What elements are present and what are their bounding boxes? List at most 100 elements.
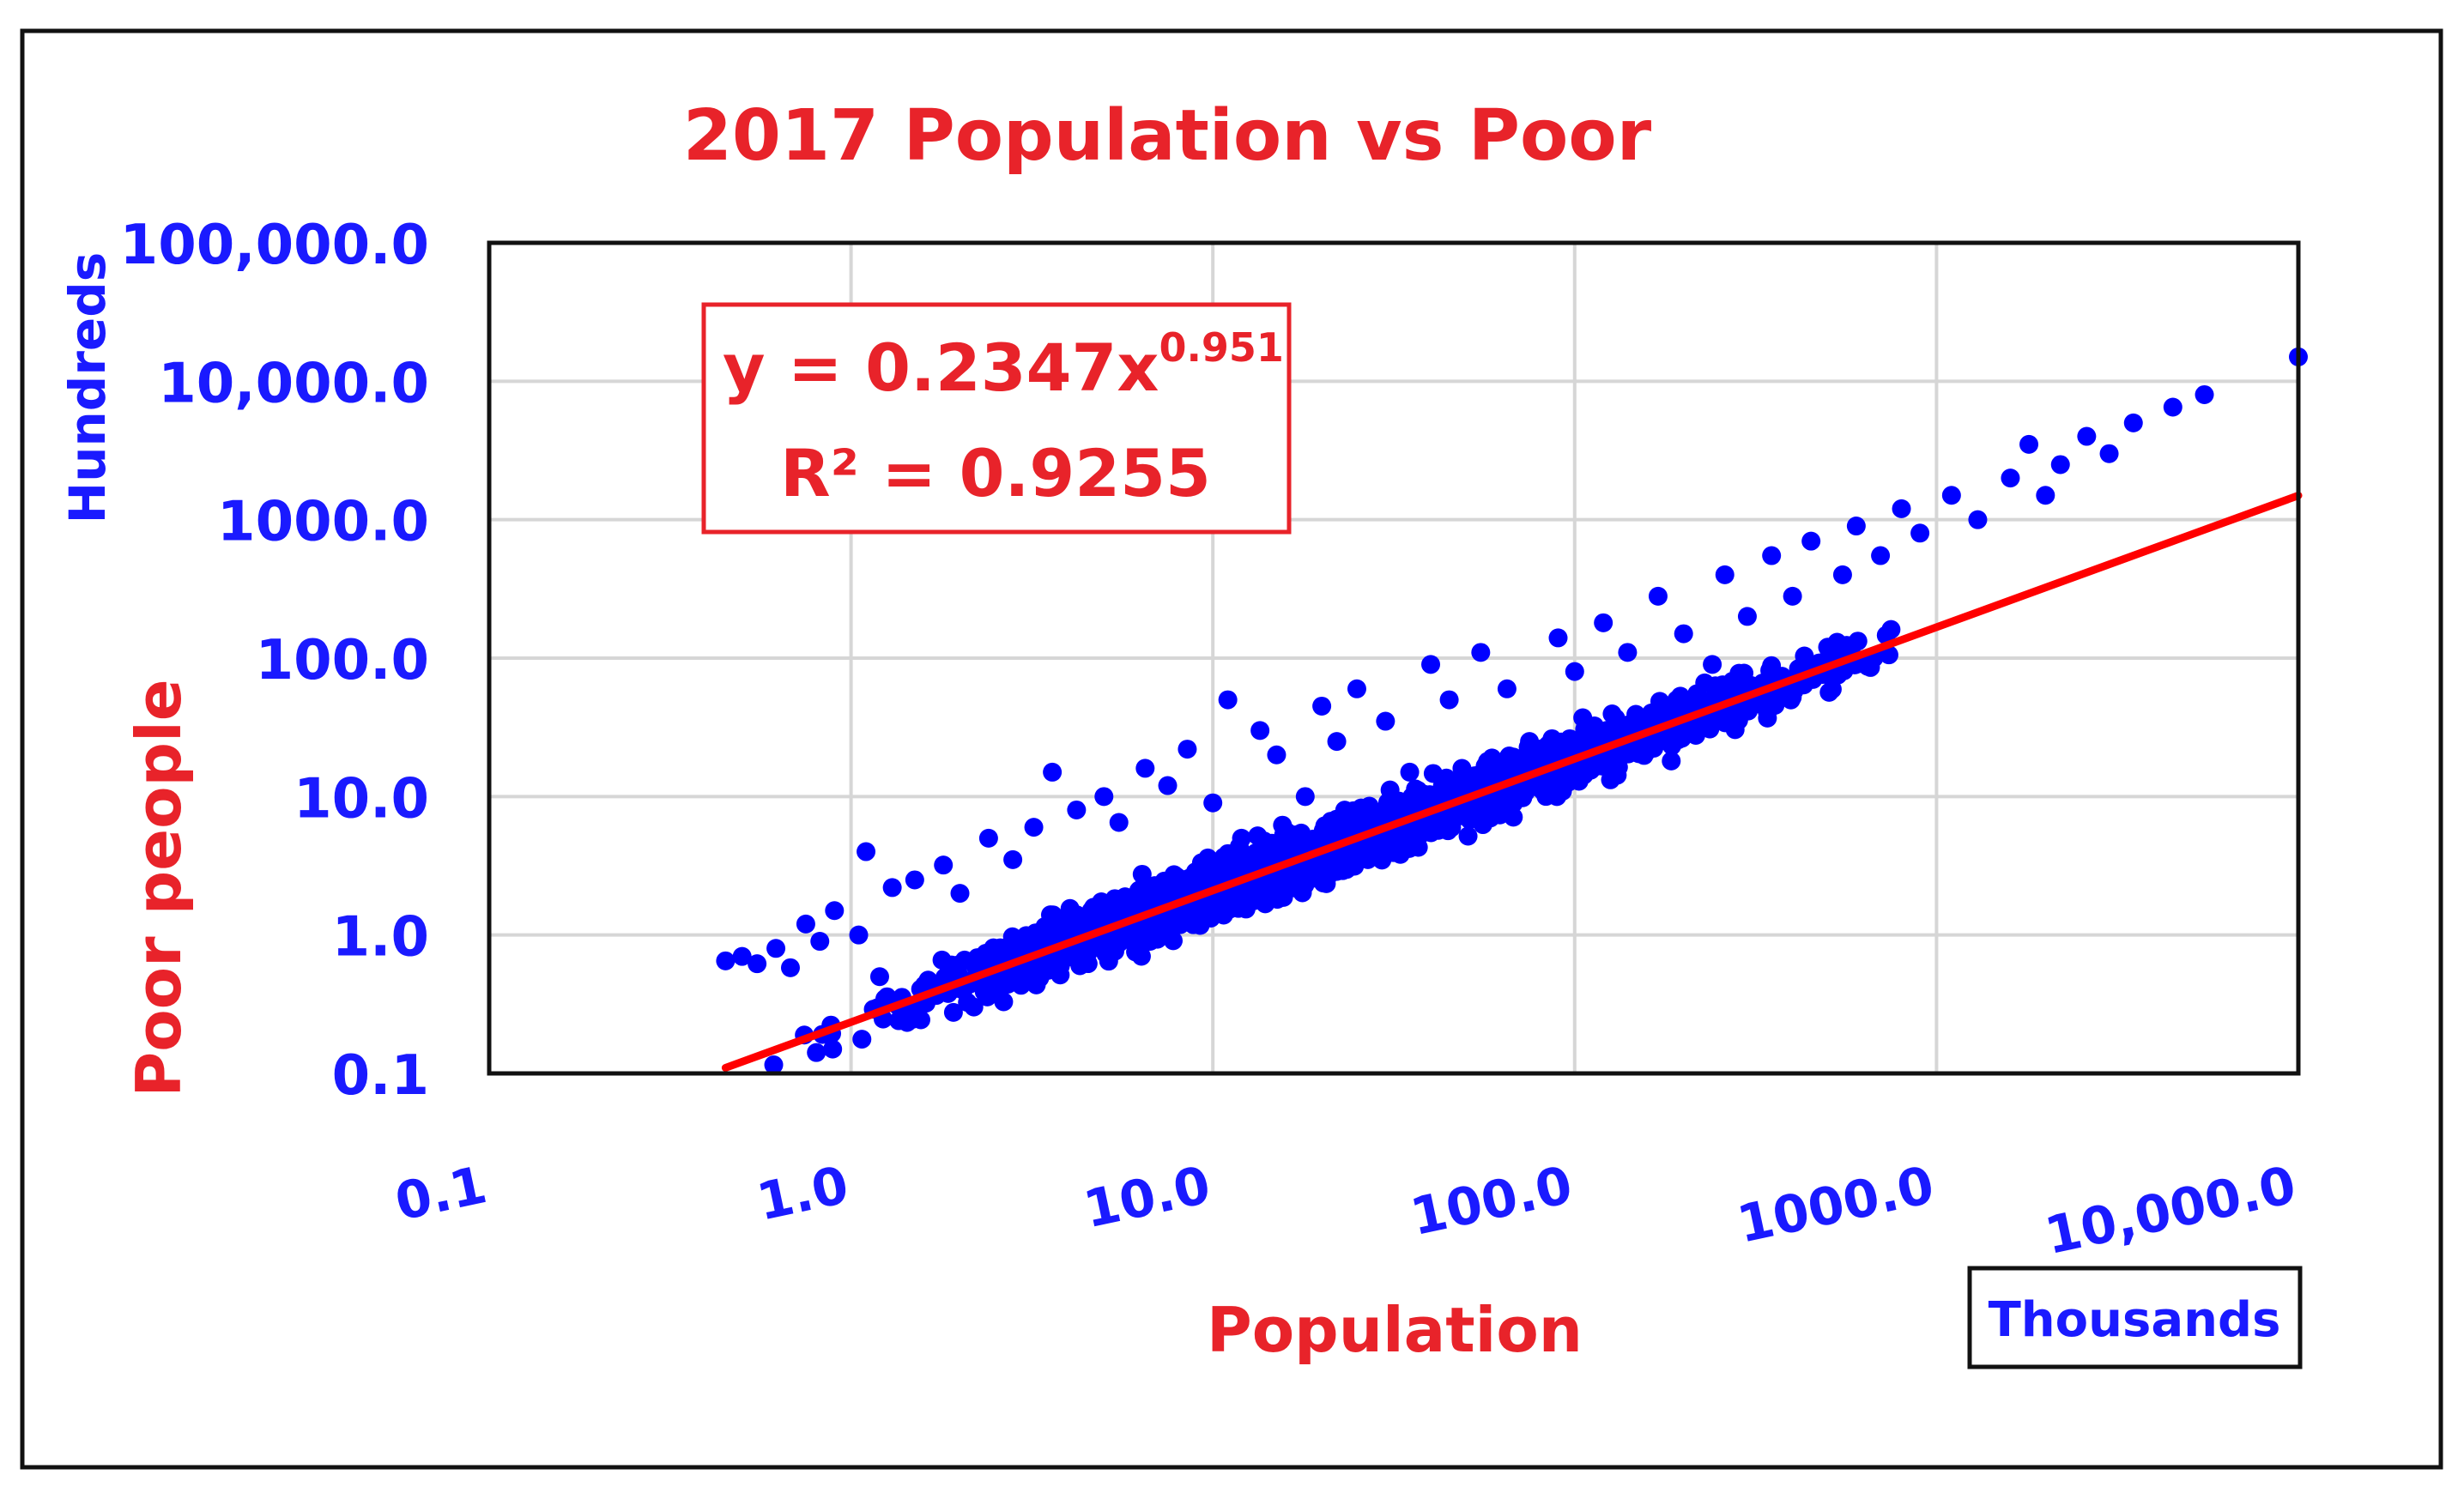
scatter-point <box>825 901 845 921</box>
trendline-layer <box>721 492 2303 1072</box>
scatter-point <box>1565 662 1584 681</box>
scatter-point <box>1277 822 1297 842</box>
scatter-point <box>1376 711 1395 731</box>
scatter-point <box>2019 434 2039 454</box>
scatter-point <box>1323 853 1343 873</box>
scatter-point <box>985 970 1005 990</box>
scatter-point <box>1049 962 1069 982</box>
scatter-point <box>1471 643 1491 662</box>
scatter-point <box>1664 701 1684 721</box>
scatter-point <box>1327 732 1347 752</box>
scatter-point <box>849 925 869 945</box>
scatter-point <box>1818 638 1837 657</box>
scatter-point <box>964 997 984 1017</box>
scatter-point <box>1497 679 1517 698</box>
chart-title: 2017 Population vs Poor <box>683 95 1652 177</box>
scatter-point <box>1043 762 1062 782</box>
scatter-point <box>1783 586 1802 606</box>
scatter-point <box>1141 890 1160 910</box>
scatter-point <box>1190 871 1210 891</box>
scatter-point <box>1343 843 1363 862</box>
scatter-point <box>2001 468 2020 488</box>
scatter-point <box>1662 751 1681 771</box>
scatter-point <box>1229 898 1249 918</box>
scatter-point <box>857 842 876 861</box>
scatter-point <box>1218 690 1238 710</box>
scatter-point <box>1094 787 1114 807</box>
x-axis-title: Population <box>1207 1294 1583 1366</box>
outer-frame <box>20 28 2443 1470</box>
scatter-point <box>1892 499 1911 518</box>
scatter-point <box>1548 628 1568 648</box>
scatter-point <box>1358 836 1377 855</box>
trendline-exponent: 0.951 <box>1159 324 1284 371</box>
scatter-point <box>1765 695 1785 715</box>
scatter-point <box>780 958 800 977</box>
y-tick-label: 1.0 <box>332 906 429 970</box>
scatter-point <box>2195 384 2214 404</box>
y-tick-label: 1000.0 <box>217 491 429 554</box>
scatter-point <box>1132 864 1152 884</box>
scatter-point <box>1597 721 1617 740</box>
scatter-point <box>943 1002 963 1022</box>
trendline-equation: y = 0.2347x0.951 <box>723 324 1284 406</box>
scatter-point <box>1819 682 1839 702</box>
y-tick-label: 10,000.0 <box>158 352 429 415</box>
scatter-point <box>1737 607 1757 626</box>
scatter-point <box>935 968 954 988</box>
scatter-point <box>994 992 1014 1012</box>
scatter-point <box>1571 764 1591 783</box>
scatter-point <box>1347 679 1366 698</box>
scatter-point <box>1968 510 1988 529</box>
scatter-point <box>1380 780 1400 800</box>
scatter-point <box>2163 397 2182 417</box>
scatter-point <box>1401 789 1420 809</box>
scatter-point <box>903 1009 923 1029</box>
scatter-point <box>1232 828 1251 848</box>
scatter-point <box>1553 782 1572 801</box>
scatter-point <box>1618 643 1638 662</box>
scatter-point <box>1722 680 1742 699</box>
scatter-point <box>1054 910 1074 929</box>
scatter-point <box>1584 731 1604 751</box>
scatter-point <box>1642 703 1662 722</box>
scatter-point <box>2123 413 2143 432</box>
y-tick-label: 10.0 <box>294 767 429 831</box>
y-tick-label: 100,000.0 <box>120 214 429 277</box>
scatter-point <box>1024 818 1044 837</box>
scatter-point <box>1846 517 1866 536</box>
plot-area-border <box>487 240 2301 1076</box>
scatter-point <box>1250 721 1270 740</box>
scatter-point <box>1431 809 1450 829</box>
scatter-point <box>1330 820 1350 840</box>
scatter-point <box>2099 444 2119 463</box>
scatter-point <box>766 939 786 958</box>
scatter-point <box>1109 813 1129 832</box>
scatter-point <box>1372 850 1392 870</box>
scatter-point <box>1473 815 1492 835</box>
scatter-point <box>1674 624 1693 644</box>
r-squared-label: R² = 0.9255 <box>780 435 1211 511</box>
scatter-point <box>1832 565 1852 584</box>
scatter-point <box>1551 732 1571 752</box>
scatter-point <box>1284 865 1304 885</box>
scatter-point <box>1503 758 1523 777</box>
scatter-point <box>1158 776 1178 795</box>
scatter-point <box>1602 704 1622 724</box>
scatter-point <box>764 1055 784 1075</box>
scatter-point <box>1419 822 1438 842</box>
scatter-point <box>1724 715 1744 734</box>
scatter-point <box>1695 673 1715 692</box>
scatter-point <box>1871 546 1891 565</box>
scatter-point <box>1267 745 1286 765</box>
scatter-point <box>1881 620 1901 639</box>
scatter-point <box>748 954 767 974</box>
x-unit-label: Thousands <box>1989 1292 2281 1348</box>
scatter-point <box>1736 698 1756 718</box>
x-unit-box <box>1967 1266 2303 1369</box>
y-tick-label: 0.1 <box>332 1044 429 1108</box>
scatter-point <box>823 1039 843 1059</box>
scatter-point <box>1941 486 1961 505</box>
scatter-point <box>796 914 815 934</box>
